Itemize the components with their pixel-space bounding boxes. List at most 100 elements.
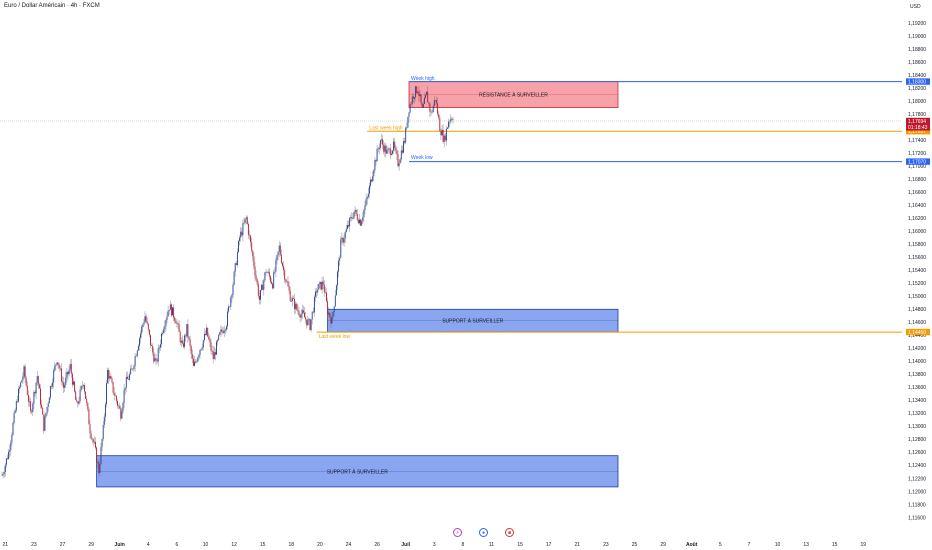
candle-body (216, 341, 217, 355)
y-tick-label: 1,14600 (908, 320, 926, 326)
price-axis: 1,19200 1,19000 1,18800 1,18600 1,18400 1,182… (908, 21, 926, 521)
candle-body (213, 352, 215, 360)
candle-body (418, 91, 420, 97)
candle-body (214, 352, 216, 355)
candle-body (200, 348, 202, 350)
candle-body (310, 319, 312, 331)
candle-body (320, 281, 322, 290)
candle-body (333, 306, 335, 312)
candle-body (254, 266, 256, 276)
candle-body (212, 351, 214, 360)
candle-body (263, 280, 265, 290)
candle-body (250, 235, 252, 243)
x-tick-label: 23 (603, 542, 609, 548)
candle-body (19, 387, 21, 389)
candle-body (32, 403, 34, 413)
candle-body (414, 97, 415, 99)
candle-body (342, 237, 344, 243)
candle-body (261, 284, 263, 291)
candle-body (140, 333, 142, 339)
x-tick-label: 29 (88, 542, 94, 548)
candle-body (399, 159, 401, 164)
candle-body (31, 410, 33, 413)
candle-body (431, 111, 433, 113)
candle-body (351, 217, 353, 219)
economic-event-icon[interactable]: ⚡ (453, 528, 462, 537)
candle-body (278, 245, 280, 252)
candle-body (222, 331, 224, 334)
x-tick-label: 15 (832, 542, 838, 548)
x-tick-label: Juin (115, 542, 125, 548)
candle-body (409, 104, 411, 113)
candle-body (386, 150, 388, 154)
candle-body (163, 329, 165, 334)
candle-body (42, 407, 44, 415)
candle-body (421, 103, 423, 108)
candle-body (229, 306, 231, 308)
earnings-event-icon[interactable]: ● (479, 528, 488, 537)
candle-body (92, 439, 94, 442)
candle-body (71, 373, 73, 385)
candle-body (298, 311, 300, 316)
candle-body (55, 364, 57, 366)
candle-body (330, 317, 332, 324)
candle-body (294, 298, 296, 310)
candle-body (338, 260, 340, 272)
chart-title[interactable]: Euro / Dollar Américain · 4h · FXCM (4, 3, 100, 9)
candle-body (11, 434, 13, 443)
candle-body (9, 450, 11, 452)
candle-body (40, 388, 41, 405)
candle-body (147, 323, 149, 330)
hline-label-0: Week high (411, 76, 435, 82)
candle-body (133, 365, 135, 369)
candle-body (232, 284, 234, 295)
candle-body (35, 382, 37, 394)
candle-body (273, 272, 275, 289)
candle-body (286, 281, 288, 283)
y-tick-label: 1,12600 (908, 450, 926, 456)
candle-body (108, 369, 110, 379)
candle-body (15, 401, 17, 411)
candle-body (59, 368, 61, 370)
y-tick-label: 1,13200 (908, 411, 926, 417)
us-flag-icon[interactable]: ■ (505, 528, 514, 537)
candle-body (174, 317, 176, 321)
y-tick-label: 1,17000 (908, 164, 926, 170)
candle-body (157, 348, 159, 362)
candle-body (403, 141, 404, 153)
candle-body (313, 296, 315, 313)
y-tick-label: 1,14000 (908, 359, 926, 365)
candle-body (56, 362, 58, 365)
candle-body (374, 160, 376, 171)
candle-body (146, 321, 148, 324)
candle-body (165, 320, 167, 327)
candle-body (161, 333, 162, 345)
candle-body (87, 402, 89, 410)
time-axis: 21 23 27 29 Juin 4 6 10 12 15 18 20 24 26 Juil 3 8 11 15 17… (3, 542, 867, 548)
y-tick-label: 1,11800 (908, 502, 926, 508)
candle-body (426, 91, 428, 96)
candle-body (173, 307, 175, 318)
candle-body (425, 95, 426, 98)
candle-body (151, 345, 153, 346)
candle-body (96, 447, 98, 463)
candle-body (153, 352, 155, 362)
candle-body (210, 342, 212, 351)
candle-body (90, 433, 92, 439)
candle-body (66, 371, 68, 378)
candle-body (227, 311, 228, 327)
candle-body (377, 148, 379, 150)
candle-body (306, 319, 308, 326)
candle-body (341, 237, 343, 240)
candle-body (434, 100, 436, 101)
candle-body (177, 323, 179, 325)
candle-body (260, 290, 261, 300)
candle-body (143, 322, 145, 325)
candle-body (319, 281, 321, 284)
y-tick-label: 1,12400 (908, 463, 926, 469)
y-tick-label: 1,18800 (908, 47, 926, 53)
hline-label-3: Last week low (319, 334, 351, 340)
bottom-events-bar: ⚡ ● ■ (453, 528, 514, 537)
candle-body (30, 401, 32, 411)
